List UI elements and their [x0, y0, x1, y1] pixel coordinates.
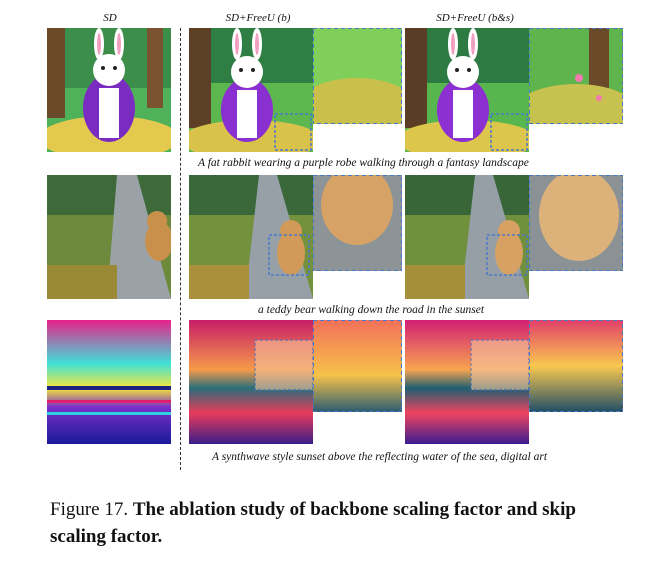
rabbit-freeu-bs-zoom: [529, 28, 623, 124]
sunset-freeu-b-zoom: [313, 320, 402, 412]
prompt-caption-sunset: A synthwave style sunset above the refle…: [212, 451, 548, 463]
teddy-freeu-b-zoom: [313, 175, 402, 271]
teddy-freeu-b-image: [189, 175, 313, 299]
rabbit-sd-image: [47, 28, 171, 152]
column-header-freeu-b: SD+FreeU (b): [225, 12, 291, 24]
rabbit-freeu-b-zoom: [313, 28, 402, 124]
column-header-freeu-bs: SD+FreeU (b&s): [436, 12, 514, 24]
sunset-freeu-bs-image: [405, 320, 529, 444]
rabbit-freeu-b-image: [189, 28, 313, 152]
figure-label: Figure 17.: [50, 499, 129, 520]
column-header-sd: SD: [103, 12, 117, 24]
rabbit-freeu-bs-image: [405, 28, 529, 152]
figure-caption: Figure 17. The ablation study of backbon…: [50, 496, 620, 550]
sunset-freeu-bs-zoom: [529, 320, 623, 412]
prompt-caption-rabbit: A fat rabbit wearing a purple robe walki…: [198, 157, 529, 169]
teddy-freeu-bs-zoom: [529, 175, 623, 271]
column-divider: [180, 28, 181, 470]
sunset-sd-image: [47, 320, 171, 444]
teddy-freeu-bs-image: [405, 175, 529, 299]
teddy-sd-image: [47, 175, 171, 299]
prompt-caption-teddy: a teddy bear walking down the road in th…: [258, 304, 485, 316]
figure-title: The ablation study of backbone scaling f…: [50, 499, 576, 547]
sunset-freeu-b-image: [189, 320, 313, 444]
ablation-figure: SD SD+FreeU (b) SD+FreeU (b&s): [47, 12, 623, 470]
